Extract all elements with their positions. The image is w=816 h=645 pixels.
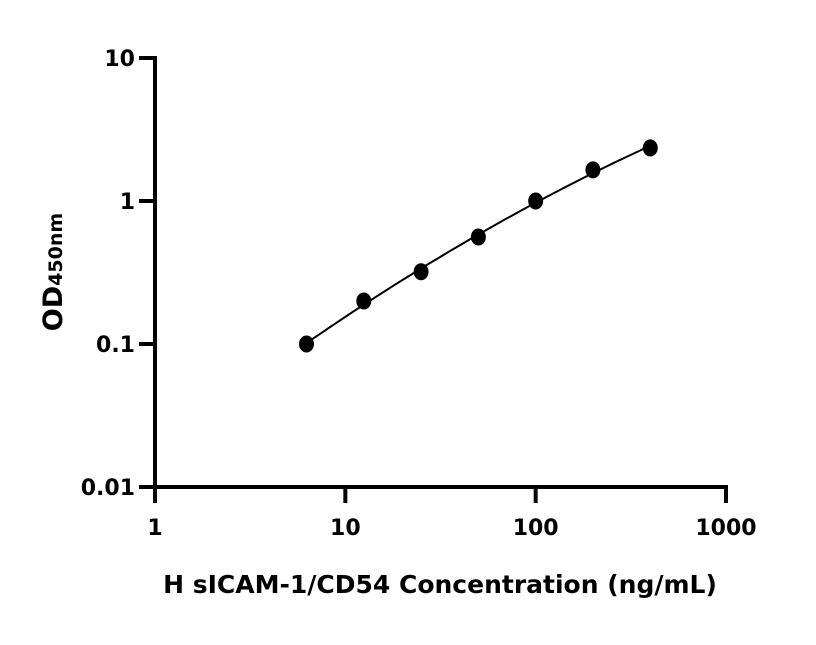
x-axis-label: H sICAM-1/CD54 Concentration (ng/mL) (163, 570, 717, 599)
y-axis-label-sub: 450nm (45, 213, 67, 286)
data-point (298, 335, 314, 353)
x-tick-label: 1000 (695, 516, 756, 541)
data-point (356, 292, 372, 310)
data-point (528, 192, 544, 210)
data-point (413, 263, 429, 281)
y-axis-label-main: OD (38, 286, 69, 331)
data-point (585, 161, 601, 179)
data-points (298, 139, 658, 353)
axes: 1 10 100 1000 0.01 0.1 1 10 (81, 47, 757, 541)
y-tick-label: 10 (104, 47, 135, 72)
x-tick-label: 1 (147, 516, 162, 541)
y-tick-label: 1 (120, 190, 135, 215)
y-tick-label: 0.1 (96, 333, 135, 358)
y-axis-label: OD450nm (38, 213, 69, 331)
x-tick-label: 10 (330, 516, 361, 541)
y-tick-label: 0.01 (81, 476, 135, 501)
x-tick-label: 100 (513, 516, 559, 541)
data-point (642, 139, 658, 157)
data-point (470, 228, 486, 246)
